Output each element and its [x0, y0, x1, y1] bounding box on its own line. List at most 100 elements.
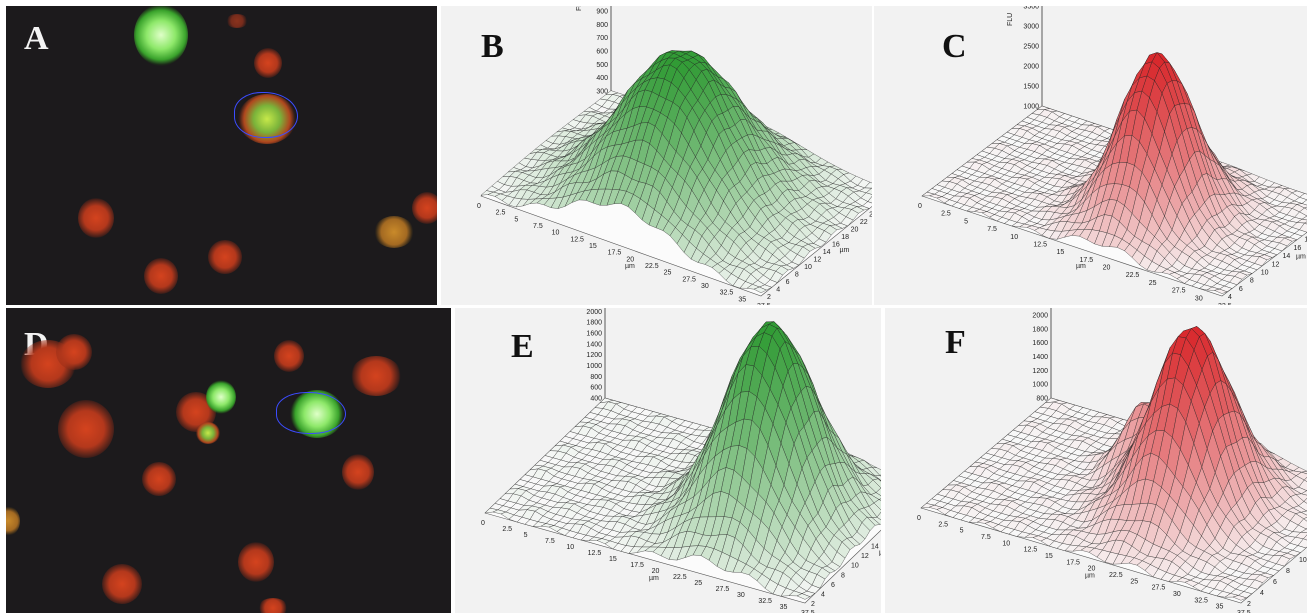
y-tick-label: 10: [1261, 269, 1269, 276]
surface-mesh-cell: [1303, 517, 1307, 522]
surface-mesh-cell: [1303, 497, 1307, 504]
y-tick-label: 14: [1283, 253, 1291, 260]
y-axis-unit: µm: [840, 247, 850, 254]
y-tick-label: 2: [1247, 601, 1251, 608]
surface-plot-c-svg: 500045004000350030002500200015001000FLU0…: [918, 6, 1307, 305]
y-tick-label: 6: [1273, 579, 1277, 586]
green-cell: [206, 380, 236, 414]
x-tick-label: 37.5: [757, 303, 771, 305]
surface-mesh-cell: [875, 487, 881, 496]
surface-mesh-cell: [1304, 221, 1307, 225]
y-tick-label: 6: [786, 279, 790, 286]
x-tick-label: 15: [1056, 249, 1064, 256]
z-tick-label: 1400: [586, 341, 602, 348]
x-tick-label: 7.5: [533, 223, 543, 230]
y-tick-label: 16: [832, 242, 840, 249]
z-tick-label: 1200: [1032, 368, 1048, 375]
x-axis-unit: µm: [649, 575, 659, 582]
green-cell: [196, 422, 220, 444]
surface-plot-b: 1500140013001200110010009008007006005004…: [441, 6, 872, 305]
z-tick-label: 600: [590, 385, 602, 392]
y-tick-label: 24: [869, 212, 872, 219]
x-tick-label: 20: [1088, 566, 1096, 573]
x-tick-label: 7.5: [981, 534, 991, 541]
red-cell: [254, 48, 282, 78]
x-tick-label: 27.5: [1172, 288, 1186, 295]
x-tick-label: 17.5: [1080, 257, 1094, 264]
surface-mesh-cell: [1232, 595, 1247, 601]
panel-letter-a: A: [24, 20, 49, 57]
x-tick-label: 22.5: [1126, 272, 1140, 279]
x-tick-label: 2.5: [496, 210, 506, 217]
y-tick-label: 8: [1286, 568, 1290, 575]
surface-plot-f-svg: 3400320030002800260024002200200018001600…: [917, 308, 1307, 613]
x-tick-label: 32.5: [1194, 597, 1208, 604]
x-tick-label: 35: [738, 296, 746, 303]
surface-mesh-cell: [1304, 206, 1307, 210]
red-cell: [6, 506, 20, 536]
y-tick-label: 12: [861, 553, 869, 560]
red-cell: [258, 598, 288, 613]
y-tick-label: 6: [1239, 286, 1243, 293]
y-tick-label: 12: [1272, 261, 1280, 268]
cell-selection-outline[interactable]: [276, 392, 346, 434]
y-tick-label: 4: [1228, 294, 1232, 301]
x-tick-label: 30: [701, 283, 709, 290]
x-axis-unit: µm: [1085, 573, 1095, 580]
red-cell: [238, 542, 274, 582]
x-tick-label: 2.5: [941, 211, 951, 218]
micrograph-a: A: [6, 6, 437, 305]
surface-mesh-cell: [1213, 288, 1228, 294]
x-tick-label: 35: [1216, 604, 1224, 611]
x-tick-label: 12.5: [1033, 241, 1047, 248]
y-axis-unit: µm: [1296, 254, 1306, 261]
x-tick-label: 12.5: [588, 550, 602, 557]
x-tick-label: 20: [1103, 265, 1111, 272]
surface-mesh-cell: [1303, 477, 1307, 482]
x-tick-label: 12.5: [570, 236, 584, 243]
z-tick-label: 2000: [1032, 312, 1048, 319]
z-tick-label: 1000: [1032, 382, 1048, 389]
surface-mesh-cell: [867, 196, 872, 204]
y-tick-label: 14: [823, 249, 831, 256]
x-tick-label: 35: [780, 604, 788, 611]
x-tick-label: 10: [1002, 540, 1010, 547]
z-tick-label: 700: [596, 35, 608, 42]
y-tick-label: 8: [841, 572, 845, 579]
z-tick-label: 1600: [586, 331, 602, 338]
z-tick-label: 800: [590, 374, 602, 381]
surface-plot-b-svg: 1500140013001200110010009008007006005004…: [477, 6, 872, 305]
z-tick-label: 3000: [1023, 24, 1039, 31]
x-tick-label: 0: [918, 203, 922, 210]
z-tick-label: 2000: [1023, 64, 1039, 71]
x-tick-label: 17.5: [630, 562, 644, 569]
x-tick-label: 0: [477, 203, 481, 210]
y-tick-label: 2: [811, 601, 815, 608]
z-tick-label: 300: [596, 89, 608, 96]
x-tick-label: 25: [1149, 280, 1157, 287]
y-tick-label: 16: [1293, 245, 1301, 252]
y-tick-label: 22: [860, 219, 868, 226]
surface-plot-e-svg: 4000380036003400320030002800260024002200…: [481, 308, 881, 613]
z-tick-label: 500: [596, 62, 608, 69]
z-tick-label: 1500: [1023, 84, 1039, 91]
z-tick-label: 1800: [1032, 326, 1048, 333]
z-tick-label: 3500: [1023, 6, 1039, 11]
z-tick-label: 800: [596, 22, 608, 29]
x-tick-label: 7.5: [987, 226, 997, 233]
x-tick-label: 30: [1195, 295, 1203, 302]
x-tick-label: 22.5: [673, 574, 687, 581]
y-tick-label: 4: [776, 287, 780, 294]
x-tick-label: 32.5: [1218, 303, 1232, 305]
x-tick-label: 25: [694, 580, 702, 587]
x-tick-label: 25: [664, 270, 672, 277]
surface-mesh-cell: [796, 593, 811, 600]
x-tick-label: 20: [652, 568, 660, 575]
z-axis-label: FLU: [576, 6, 583, 11]
z-tick-label: 1800: [586, 320, 602, 327]
cell-selection-outline[interactable]: [234, 92, 298, 138]
y-tick-label: 14: [871, 544, 879, 551]
panel-letter-c: C: [942, 28, 967, 65]
x-tick-label: 5: [514, 216, 518, 223]
x-tick-label: 0: [481, 520, 485, 527]
